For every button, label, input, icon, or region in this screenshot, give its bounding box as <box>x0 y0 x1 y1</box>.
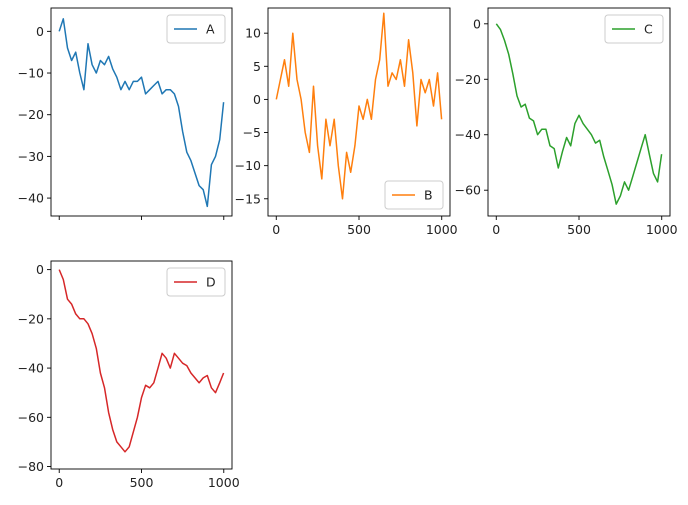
legend-label: C <box>644 22 653 37</box>
y-tick-label: −15 <box>235 191 261 206</box>
x-tick-label: 500 <box>130 475 154 490</box>
x-tick-label: 0 <box>55 475 63 490</box>
x-tick-label: 500 <box>347 222 371 237</box>
y-tick-label: −80 <box>18 459 44 474</box>
legend: A <box>166 14 226 44</box>
legend-label: B <box>424 188 433 203</box>
x-tick-label: 500 <box>567 222 591 237</box>
legend: B <box>384 180 444 210</box>
subplot-2: 10 5 0 −5 −10 −15 0 500 1000 B <box>235 7 458 237</box>
x-tick-label: 1000 <box>426 222 458 237</box>
y-tick-label: −20 <box>18 107 44 122</box>
y-tick-label: 0 <box>36 24 44 39</box>
legend: D <box>166 267 226 297</box>
y-tick-label: 10 <box>245 26 261 41</box>
series-line-D <box>58 269 225 453</box>
y-tick-label: −30 <box>18 149 44 164</box>
series-line-C <box>495 23 663 205</box>
y-tick-label: −40 <box>18 191 44 206</box>
y-tick-label: −10 <box>235 158 261 173</box>
x-tick-label: 0 <box>492 222 500 237</box>
y-tick-label: 5 <box>253 59 261 74</box>
subplot-1: 0 −10 −20 −30 −40 A <box>18 7 233 220</box>
series-line-A <box>58 18 225 208</box>
y-tick-label: −60 <box>455 183 481 198</box>
x-tick-label: 1000 <box>208 475 240 490</box>
y-tick-label: −40 <box>18 361 44 376</box>
y-tick-label: −40 <box>455 127 481 142</box>
y-tick-label: 0 <box>473 16 481 31</box>
series-line-B <box>275 12 443 200</box>
x-tick-label: 1000 <box>646 222 678 237</box>
y-tick-label: −60 <box>18 410 44 425</box>
y-tick-label: −20 <box>455 72 481 87</box>
y-tick-label: −20 <box>18 311 44 326</box>
y-tick-label: 0 <box>253 92 261 107</box>
subplot-3: 0 −20 −40 −60 0 500 1000 C <box>455 7 678 237</box>
x-tick-label: 0 <box>272 222 280 237</box>
y-tick-label: −10 <box>18 66 44 81</box>
subplot-4: 0 −20 −40 −60 −80 0 500 1000 D <box>18 260 240 490</box>
legend-label: A <box>206 22 215 37</box>
y-tick-label: 0 <box>36 262 44 277</box>
y-tick-label: −5 <box>243 125 261 140</box>
legend: C <box>604 14 664 44</box>
legend-label: D <box>206 275 216 290</box>
